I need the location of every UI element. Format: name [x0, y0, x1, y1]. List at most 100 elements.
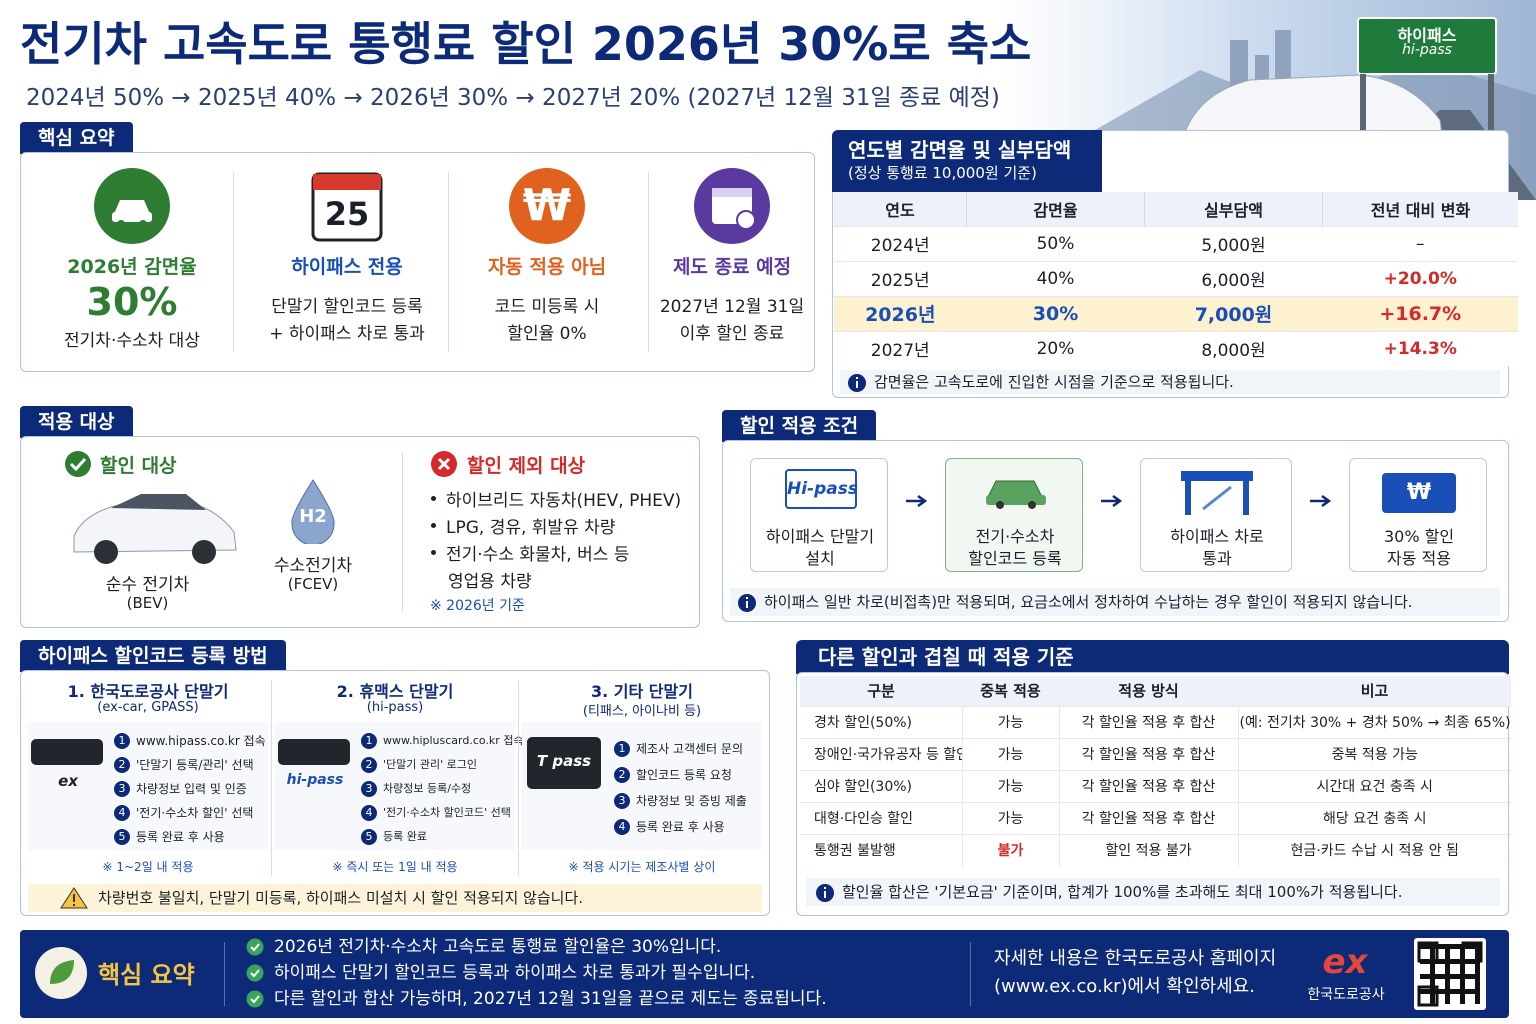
device-brand: hi-pass	[286, 772, 344, 788]
table-row: 심야 할인(30%) 가능 각 할인율 적용 후 합산 시간대 요건 충족 시	[800, 770, 1511, 802]
step-text: 등록 완료 후 사용	[136, 830, 225, 844]
excluded-item: 전기·수소 화물차, 버스 등	[446, 545, 630, 565]
step-text: www.hipluscard.co.kr 접속	[383, 734, 524, 747]
table-cell: 2026년	[865, 304, 936, 326]
table-cell: 5,000원	[1201, 236, 1266, 256]
summary-text: 2027년 12월 31일	[659, 297, 805, 317]
section-tab: 할인 적용 조건	[722, 410, 877, 442]
table-cell: 장애인·국가유공자 등 할인	[800, 738, 963, 770]
rates-note: 감면율은 고속도로에 진입한 시점을 기준으로 적용됩니다.	[840, 370, 1500, 394]
footer-item: 2026년 전기차·수소차 고속도로 통행료 할인율은 30%입니다.	[274, 937, 722, 957]
step-number: 4	[614, 819, 630, 835]
table-cell: 불가	[962, 834, 1060, 866]
table-cell: 중복 적용 가능	[1331, 747, 1418, 763]
step-text: 차량정보 및 증빙 제출	[636, 794, 747, 808]
contact-text: (www.ex.co.kr)에서 확인하세요.	[994, 976, 1255, 997]
qr-code	[1414, 938, 1486, 1010]
column-header: 적용 방식	[1118, 682, 1179, 701]
step-text: 전기·수소차	[975, 527, 1055, 546]
summary-icon: ₩	[509, 168, 585, 244]
column-header: 실부담액	[1144, 192, 1323, 226]
step-text: '전기·수소차 할인코드' 선택	[383, 806, 511, 819]
table-cell: +16.7%	[1379, 302, 1462, 325]
hydrogen-drop	[291, 479, 335, 544]
method-note: ※ 1~2일 내 적용	[102, 860, 194, 874]
table-cell: (예: 전기차 30% + 경차 50% → 최종 65%)	[1239, 715, 1511, 731]
summary-heading: 제도 종료 예정	[672, 256, 792, 278]
table-cell: 가능	[962, 706, 1060, 738]
table-cell: 가능	[962, 802, 1060, 834]
warning-icon	[60, 887, 88, 909]
device-image	[527, 737, 601, 789]
excluded-note: ※ 2026년 기준	[430, 598, 525, 614]
summary-value: 30%	[86, 280, 178, 324]
summary-text: 할인율 0%	[507, 324, 587, 344]
bullet	[431, 550, 436, 555]
info-icon	[848, 373, 866, 392]
section-title: 다른 할인과 겹칠 때 적용 기준	[818, 645, 1074, 669]
table-row: 통행권 불발행 불가 할인 적용 불가 현금·카드 수납 시 적용 안 됨	[800, 834, 1511, 866]
method-note: ※ 적용 시기는 제조사별 상이	[568, 860, 716, 874]
condition-step: 하이패스 차로 통과	[1140, 458, 1292, 572]
table-cell: 20%	[1036, 338, 1075, 359]
step-number: 1	[361, 733, 377, 749]
section-tab: 핵심 요약	[20, 122, 133, 154]
divider	[402, 452, 403, 612]
step-text: 할인코드 등록 요청	[636, 768, 732, 782]
divider	[233, 172, 234, 352]
warning-bar	[28, 884, 762, 912]
summary-text: 이후 할인 종료	[679, 324, 785, 344]
table-row: 2027년 20% 8,000원 +14.3%	[834, 331, 1518, 366]
step-text: 30% 할인	[1383, 527, 1455, 546]
step-text: 등록 완료	[383, 830, 427, 843]
step-number: 4	[114, 805, 130, 821]
table-cell: 시간대 요건 충족 시	[1316, 779, 1433, 795]
step-text: www.hipass.co.kr 접속	[136, 734, 266, 748]
ev-car-image	[73, 494, 237, 564]
table-cell: 각 할인율 적용 후 합산	[1059, 802, 1239, 834]
step-text: 자동 적용	[1387, 549, 1451, 568]
step-text: 등록 완료 후 사용	[636, 820, 725, 834]
sign-text: 하이패스	[1397, 26, 1457, 45]
table-row: 2024년 50% 5,000원 –	[834, 226, 1518, 261]
note-text: 감면율은 고속도로에 진입한 시점을 기준으로 적용됩니다.	[874, 373, 1234, 391]
summary-text: 전기차·수소차 대상	[64, 331, 200, 351]
qr-pattern	[1417, 941, 1483, 1007]
summary-icon	[694, 168, 770, 244]
conditions-note: 하이패스 일반 차로(비접촉)만 적용되며, 요금소에서 정차하여 수납하는 경…	[730, 588, 1500, 616]
step-number: 5	[361, 829, 377, 845]
check-icon	[65, 451, 91, 477]
step-number: 3	[361, 781, 377, 797]
car-icon	[986, 480, 1046, 509]
calendar-day: 25	[324, 195, 370, 233]
step-number: 1	[114, 733, 130, 749]
table-cell: 40%	[1036, 268, 1075, 289]
table-cell: 통행권 불발행	[800, 834, 963, 866]
table-cell: 6,000원	[1201, 271, 1266, 291]
device-brand: T pass	[536, 752, 592, 770]
footer-item: 다른 할인과 합산 가능하며, 2027년 12월 31일을 끝으로 제도는 종…	[274, 989, 827, 1009]
page-subtitle: 2024년 50% → 2025년 40% → 2026년 30% → 2027…	[26, 85, 1000, 111]
table-cell: 8,000원	[1201, 341, 1266, 362]
gantry-icon	[1181, 471, 1253, 515]
table-row: 2026년 30% 7,000원 +16.7%	[834, 296, 1518, 331]
included-title: 할인 대상	[100, 455, 177, 477]
step-number: 2	[361, 757, 377, 773]
method-subtitle: (티패스, 아이나비 등)	[582, 704, 702, 719]
table-cell: –	[1416, 233, 1425, 254]
page-title: 전기차 고속도로 통행료 할인 2026년 30%로 축소	[20, 17, 1032, 71]
step-text: 할인코드 등록	[968, 549, 1062, 568]
step-text: '단말기 등록/관리' 선택	[136, 758, 254, 772]
table-cell: 7,000원	[1194, 304, 1273, 326]
note-text: 하이패스 일반 차로(비접촉)만 적용되며, 요금소에서 정차하여 수납하는 경…	[764, 593, 1413, 611]
table-row: 장애인·국가유공자 등 할인 가능 각 할인율 적용 후 합산 중복 적용 가능	[800, 738, 1511, 770]
method-title: 3. 기타 단말기	[591, 682, 693, 701]
vehicle-name: 순수 전기차	[105, 575, 190, 595]
method-title: 1. 한국도로공사 단말기	[67, 682, 229, 701]
table-cell: 2025년	[870, 271, 930, 291]
column-header: 구분	[867, 682, 895, 701]
table-header-row: 구분 중복 적용 적용 방식 비고	[800, 676, 1511, 706]
method-title: 2. 휴맥스 단말기	[336, 682, 454, 701]
